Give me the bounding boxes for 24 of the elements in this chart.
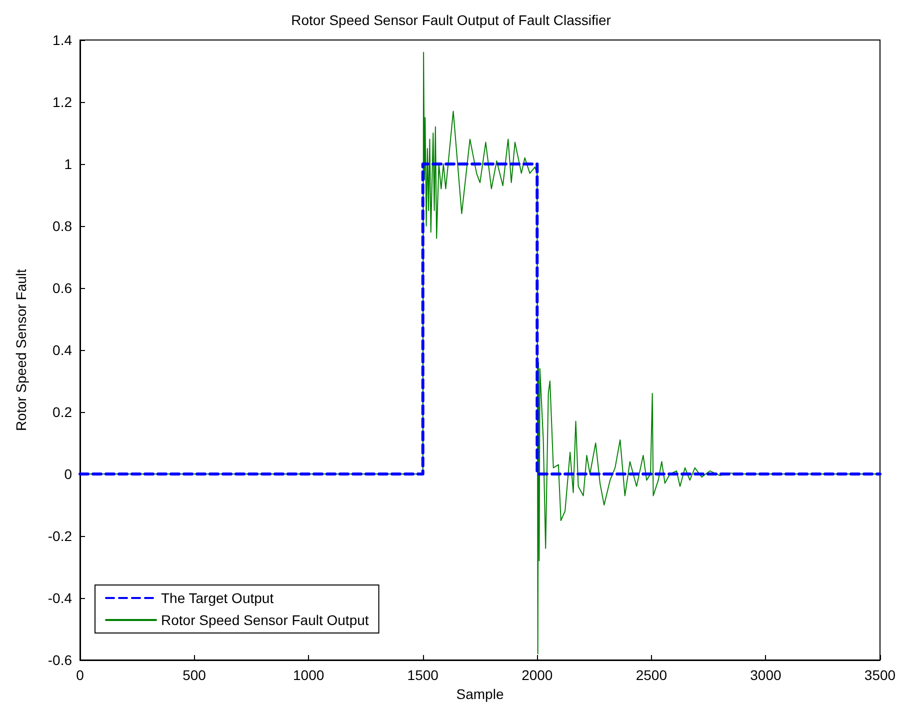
y-tick-label: 0.2: [52, 404, 72, 420]
y-tick-label: -0.6: [48, 652, 72, 668]
x-tick-label: 2000: [522, 667, 553, 683]
y-tick-label: 0.8: [52, 218, 72, 234]
y-tick-label: 1.4: [52, 32, 72, 48]
x-tick-label: 3000: [750, 667, 782, 683]
x-tick-label: 2500: [636, 667, 668, 683]
y-tick-label: -0.4: [48, 590, 72, 606]
legend-label: The Target Output: [161, 590, 274, 606]
x-tick-label: 0: [76, 667, 84, 683]
x-tick-label: 1000: [292, 667, 324, 683]
y-axis-title: Rotor Speed Sensor Fault: [13, 268, 29, 431]
y-tick-label: 1.2: [52, 94, 72, 110]
x-tick-label: 1500: [407, 667, 439, 683]
y-tick-label: 0.6: [52, 280, 72, 296]
x-tick-label: 3500: [864, 667, 896, 683]
legend-label: Rotor Speed Sensor Fault Output: [161, 612, 369, 628]
x-tick-label: 500: [182, 667, 206, 683]
x-axis-title: Sample: [456, 686, 504, 702]
y-tick-label: 1: [64, 156, 72, 172]
y-tick-label: 0.4: [52, 342, 72, 358]
y-tick-label: -0.2: [48, 528, 72, 544]
chart-title: Rotor Speed Sensor Fault Output of Fault Classifier: [291, 12, 612, 28]
y-tick-label: 0: [64, 466, 72, 482]
